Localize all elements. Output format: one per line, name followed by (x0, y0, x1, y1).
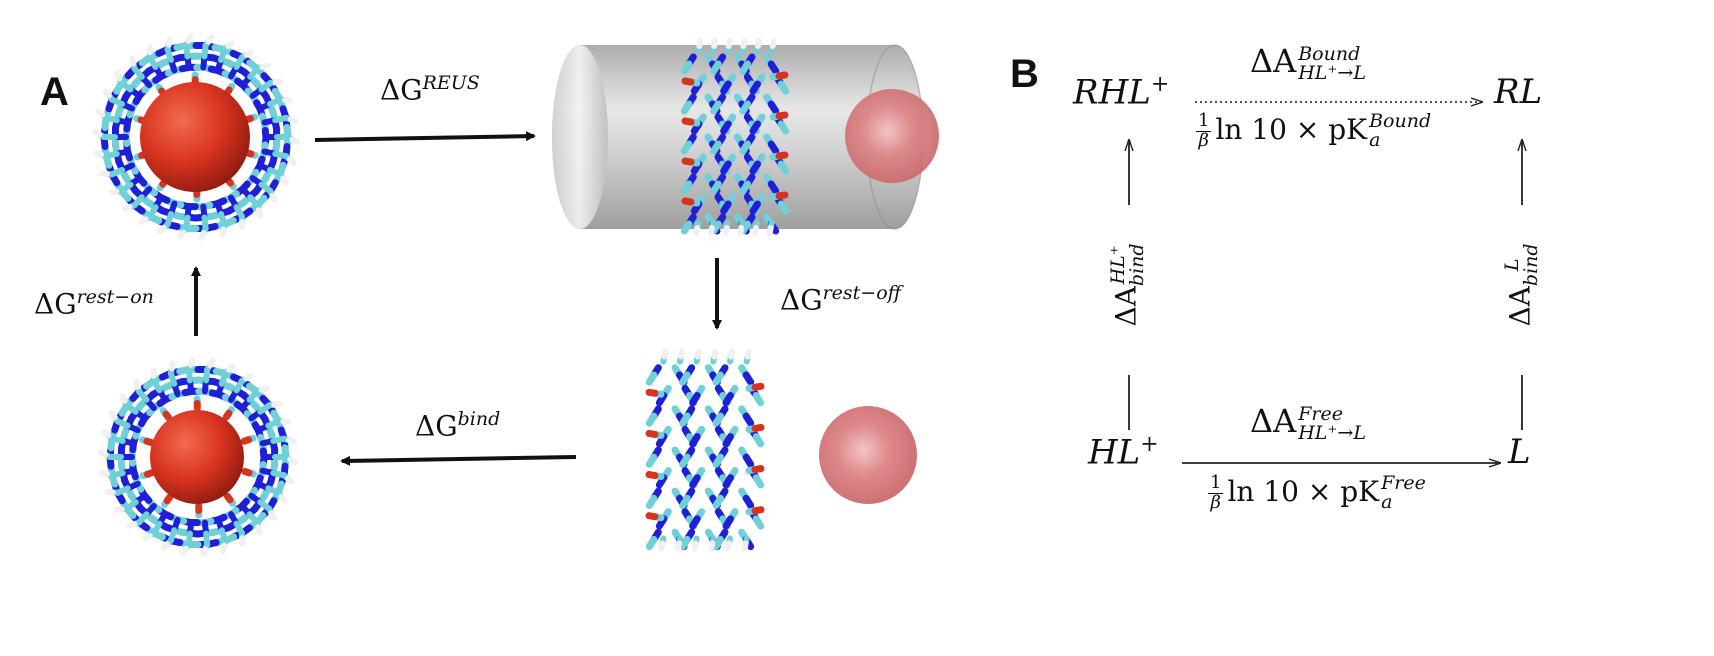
label-bound-pka-text: ln 10 × pK (1215, 112, 1368, 146)
label-rest-off-super: rest−off (822, 282, 902, 304)
label-bound-down: HL⁺→L (1298, 61, 1366, 84)
label-bound-frac-num: 1 (1196, 110, 1212, 132)
label-bind: ΔGbind (415, 408, 500, 442)
ring-bonds (92, 33, 300, 241)
label-bound-free-energy: ΔA Bound HL⁺→L (1250, 42, 1366, 83)
state-hl-sup: + (1140, 432, 1159, 457)
state-rhl-plus: RHL+ (1073, 72, 1169, 112)
state-l-base: L (1508, 432, 1531, 472)
arrow-bind (340, 455, 577, 466)
cylinder-left-cap (552, 45, 608, 229)
label-free-delta: ΔA (1250, 402, 1297, 440)
label-rest-on-super: rest−on (76, 286, 154, 308)
label-rest-off-delta: ΔG (780, 283, 823, 317)
panel-letter-b: B (1010, 52, 1039, 96)
state-rhl-base: RHL (1073, 72, 1151, 113)
label-free-pka-up: Free (1381, 472, 1426, 495)
label-bound-delta: ΔA (1250, 42, 1297, 80)
ligand-sphere-restrained (845, 89, 939, 183)
label-bind-super: bind (457, 408, 501, 430)
label-reus-super: REUS (422, 72, 480, 94)
host-side-view-bottom (645, 348, 765, 552)
label-bind-l-down: bind (1520, 243, 1542, 287)
label-bind-hl-delta: ΔA (1109, 286, 1143, 327)
label-bound-pka-up: Bound (1369, 110, 1432, 133)
panel-letter-a: A (40, 70, 69, 114)
host-ring-bottom-left (98, 357, 298, 557)
state-hl-plus: HL+ (1088, 432, 1159, 472)
label-free-pka-text: ln 10 × pK (1227, 474, 1380, 508)
label-free-up: Free (1298, 402, 1343, 425)
ligand-sphere-free (819, 406, 917, 504)
ring-bonds (98, 357, 298, 557)
host-side-view-top (680, 38, 790, 236)
arrow-reus (314, 131, 536, 142)
label-bind-hl-plus: ΔA HL⁺ bind (1107, 215, 1148, 355)
label-bound-pka: 1 β ln 10 × pK Bound a (1196, 110, 1432, 152)
label-bind-delta: ΔG (415, 409, 458, 443)
state-rl-base: RL (1494, 72, 1543, 112)
state-rl: RL (1494, 72, 1542, 112)
host-ring-top-left (92, 33, 300, 241)
label-free-pka: 1 β ln 10 × pK Free a (1208, 472, 1426, 514)
label-free-down: HL⁺→L (1298, 421, 1366, 444)
label-reus: ΔGREUS (380, 72, 480, 106)
label-free-pka-down: a (1381, 491, 1393, 514)
label-rest-on-delta: ΔG (34, 287, 77, 321)
label-rest-on: ΔGrest−on (34, 286, 154, 320)
ligand-sphere-bound (140, 82, 250, 192)
state-hl-base: HL (1088, 432, 1141, 473)
state-rhl-sup: + (1150, 72, 1170, 97)
free-host-and-ligand (645, 348, 917, 552)
label-bind-hl-down: bind (1126, 243, 1148, 287)
label-free-free-energy: ΔA Free HL⁺→L (1250, 402, 1366, 443)
label-bound-frac-den: β (1198, 129, 1209, 151)
ligand-sphere-bound-2 (150, 410, 244, 504)
state-l: L (1508, 432, 1531, 472)
label-bound-up: Bound (1298, 42, 1361, 65)
label-free-frac-den: β (1210, 491, 1221, 513)
label-reus-delta: ΔG (380, 73, 423, 107)
restrained-host-cylinder (552, 38, 939, 236)
label-bind-l-delta: ΔA (1503, 286, 1537, 327)
label-rest-off: ΔGrest−off (780, 282, 901, 316)
label-free-frac-num: 1 (1208, 472, 1224, 494)
label-bound-pka-down: a (1369, 129, 1381, 152)
